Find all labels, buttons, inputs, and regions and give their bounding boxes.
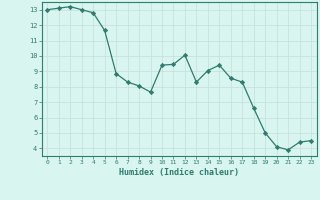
X-axis label: Humidex (Indice chaleur): Humidex (Indice chaleur) <box>119 168 239 177</box>
